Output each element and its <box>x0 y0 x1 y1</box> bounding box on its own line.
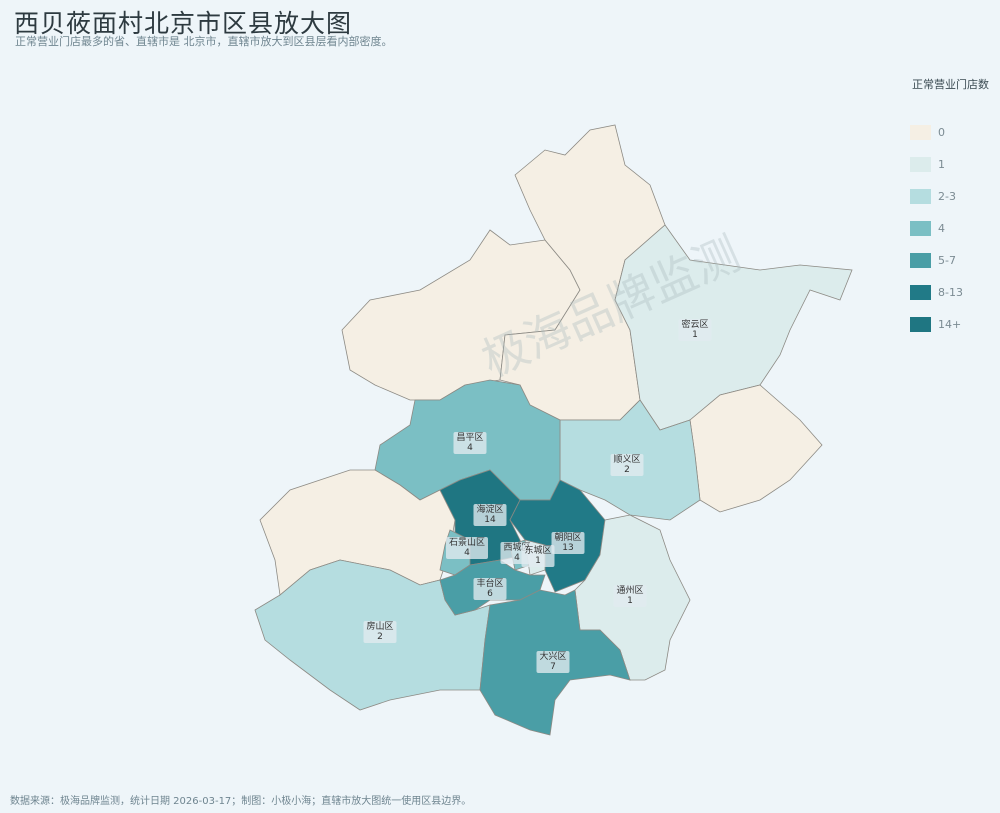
district-value: 1 <box>627 596 633 606</box>
legend-swatch <box>910 156 931 172</box>
district-value: 13 <box>562 543 574 553</box>
page-title: 西贝莜面村北京市区县放大图 <box>14 9 353 38</box>
district-name: 石景山区 <box>448 538 486 548</box>
district-label-fangshan: 房山区 2 <box>363 621 397 643</box>
district-label-daxing: 大兴区 7 <box>536 651 570 673</box>
district-value: 2 <box>624 465 630 475</box>
district-label-chaoyang: 朝阳区 13 <box>551 532 585 554</box>
district-name: 昌平区 <box>456 433 484 443</box>
legend-title: 正常营业门店数 <box>912 78 989 91</box>
district-value: 7 <box>550 662 556 672</box>
legend-swatch <box>910 284 931 300</box>
district-name: 通州区 <box>616 586 644 596</box>
district-pinggu[interactable] <box>689 384 823 513</box>
district-value: 2 <box>377 632 383 642</box>
district-name: 海淀区 <box>476 505 504 515</box>
district-value: 4 <box>467 443 473 453</box>
district-value: 4 <box>464 548 470 558</box>
legend-item: 8-13 <box>910 276 989 308</box>
legend-item: 5-7 <box>910 244 989 276</box>
district-label-miyun: 密云区 1 <box>678 319 712 341</box>
district-label-fengtai: 丰台区 6 <box>473 578 507 600</box>
legend-swatch <box>910 252 931 268</box>
legend-item: 1 <box>910 148 989 180</box>
legend-label: 8-13 <box>938 285 963 299</box>
district-miyun[interactable] <box>614 224 853 431</box>
legend-item: 2-3 <box>910 180 989 212</box>
legend-swatch <box>910 220 931 236</box>
legend-item: 14+ <box>910 308 989 340</box>
legend-label: 14+ <box>938 317 962 331</box>
district-label-dongcheng: 东城区 1 <box>521 545 555 567</box>
legend-swatch <box>910 124 931 140</box>
district-name: 东城区 <box>524 546 552 556</box>
district-value: 4 <box>514 553 520 563</box>
district-label-changping: 昌平区 4 <box>453 432 487 454</box>
district-name: 丰台区 <box>476 579 504 589</box>
legend-swatch <box>910 188 931 204</box>
district-value: 6 <box>487 589 493 599</box>
page-subtitle: 正常营业门店最多的省、直辖市是 北京市，直辖市放大到区县层看内部密度。 <box>15 35 393 48</box>
district-name: 顺义区 <box>613 455 641 465</box>
legend-swatch <box>910 316 931 332</box>
legend-label: 1 <box>938 157 945 171</box>
legend-label: 2-3 <box>938 189 956 203</box>
legend-label: 4 <box>938 221 945 235</box>
district-name: 西城区 <box>503 543 531 553</box>
district-name: 房山区 <box>366 622 394 632</box>
legend-label: 5-7 <box>938 253 956 267</box>
district-label-haidian: 海淀区 14 <box>473 504 507 526</box>
district-label-shijingshan: 石景山区 4 <box>445 537 489 559</box>
district-value: 1 <box>535 556 541 566</box>
legend-label: 0 <box>938 125 945 139</box>
footer-source: 数据来源：极海品牌监测，统计日期 2026-03-17；制图：小极小海；直辖市放… <box>10 796 472 807</box>
legend-item: 4 <box>910 212 989 244</box>
legend: 正常营业门店数 0 1 2-3 4 5-7 8-13 14+ <box>910 76 989 340</box>
district-name: 大兴区 <box>539 652 567 662</box>
district-name: 朝阳区 <box>554 533 582 543</box>
legend-item: 0 <box>910 116 989 148</box>
district-value: 1 <box>692 330 698 340</box>
district-label-tongzhou: 通州区 1 <box>613 585 647 607</box>
district-value: 14 <box>484 515 496 525</box>
district-label-shunyi: 顺义区 2 <box>610 454 644 476</box>
district-name: 密云区 <box>681 320 709 330</box>
